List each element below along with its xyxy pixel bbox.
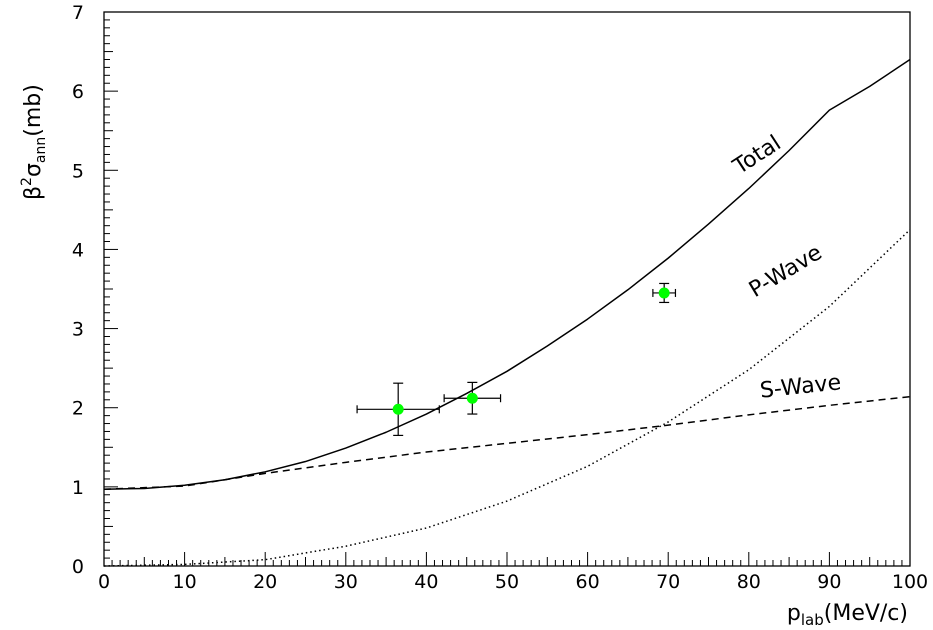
data-point-marker xyxy=(466,392,478,404)
data-point xyxy=(443,381,502,415)
series-p-wave-line xyxy=(103,229,911,567)
y-axis-label: β2σann(mb) xyxy=(19,84,49,200)
x-axis-label: plab(MeV/c) xyxy=(787,601,908,629)
data-point xyxy=(356,382,440,437)
x-tick-label: 60 xyxy=(576,571,600,593)
curve-label-p-wave: P-Wave xyxy=(745,240,827,303)
x-tick-label: 30 xyxy=(334,571,358,593)
y-tick-label: 6 xyxy=(72,81,84,103)
data-point-marker xyxy=(392,403,404,415)
data-point xyxy=(652,282,677,304)
x-tick-label: 80 xyxy=(737,571,761,593)
plot-frame xyxy=(103,11,911,567)
data-point-marker xyxy=(658,287,670,299)
y-tick-label: 4 xyxy=(72,239,84,261)
curve-labels: Total P-Wave S-Wave xyxy=(728,131,842,404)
y-tick-label: 7 xyxy=(72,2,84,24)
y-tick-label: 0 xyxy=(72,556,84,578)
data-points xyxy=(356,282,677,437)
y-tick-label: 3 xyxy=(72,319,84,341)
y-tick-label: 1 xyxy=(72,477,84,499)
x-tick-label: 100 xyxy=(892,571,928,593)
x-tick-label: 70 xyxy=(656,571,680,593)
x-tick-label: 10 xyxy=(173,571,197,593)
x-tick-label: 50 xyxy=(495,571,519,593)
axis-ticks xyxy=(103,11,911,567)
x-tick-label: 90 xyxy=(817,571,841,593)
y-tick-label: 5 xyxy=(72,160,84,182)
curves xyxy=(103,58,911,567)
curve-label-s-wave: S-Wave xyxy=(759,370,843,403)
x-tick-labels: 0 10 20 30 40 50 60 70 80 90 100 xyxy=(98,571,928,593)
curve-label-total: Total xyxy=(728,131,786,181)
x-tick-label: 40 xyxy=(414,571,438,593)
x-tick-label: 20 xyxy=(253,571,277,593)
y-tick-labels: 0 1 2 3 4 5 6 7 xyxy=(72,2,84,578)
x-tick-label: 0 xyxy=(98,571,110,593)
y-tick-label: 2 xyxy=(72,398,84,420)
series-s-wave-line xyxy=(103,395,911,490)
